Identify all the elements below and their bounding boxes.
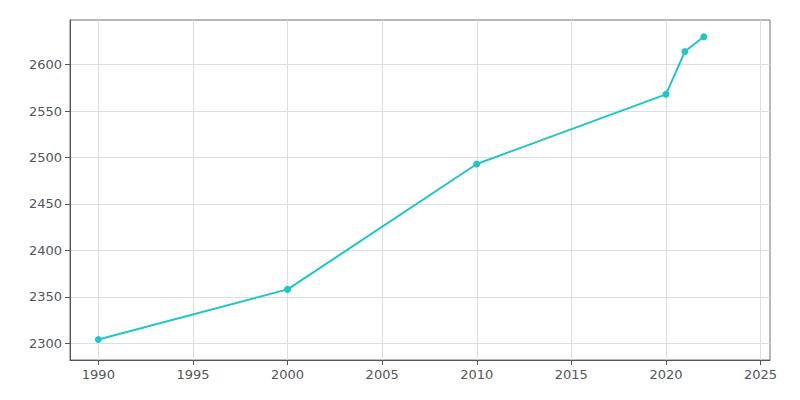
svg-text:1995: 1995: [176, 367, 209, 382]
svg-text:1990: 1990: [82, 367, 115, 382]
svg-text:2600: 2600: [29, 57, 62, 72]
svg-text:2450: 2450: [29, 196, 62, 211]
svg-text:2000: 2000: [271, 367, 304, 382]
svg-text:2550: 2550: [29, 104, 62, 119]
svg-text:2020: 2020: [649, 367, 682, 382]
svg-text:2010: 2010: [460, 367, 493, 382]
svg-text:2300: 2300: [29, 336, 62, 351]
svg-text:2500: 2500: [29, 150, 62, 165]
svg-text:2400: 2400: [29, 243, 62, 258]
svg-text:2005: 2005: [366, 367, 399, 382]
svg-text:2015: 2015: [555, 367, 588, 382]
svg-text:2025: 2025: [744, 367, 777, 382]
svg-text:2350: 2350: [29, 289, 62, 304]
